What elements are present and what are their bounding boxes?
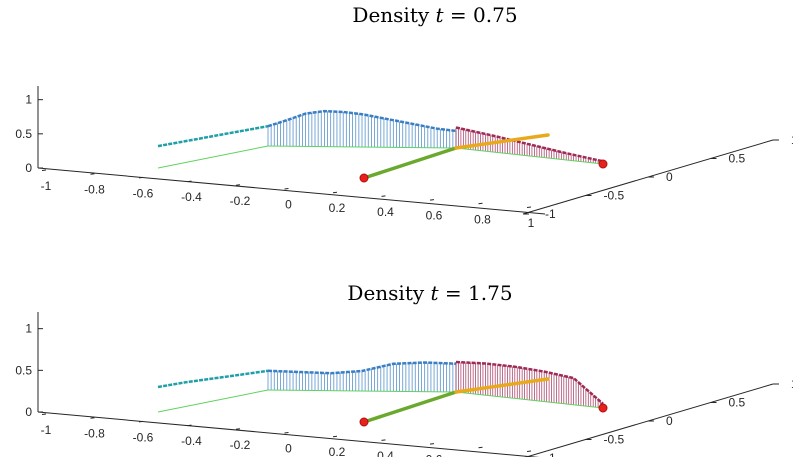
endpoint-marker — [598, 403, 608, 413]
chart-title: Density t = 0.75 — [352, 3, 517, 27]
title-prefix: Density — [352, 3, 435, 27]
green-edge — [362, 146, 458, 180]
y-tick-label: 1 — [791, 133, 793, 147]
density-curve — [267, 109, 457, 133]
y-tick-label: 0.5 — [729, 396, 746, 410]
x-tick-mark — [187, 424, 192, 427]
title-value: = 1.75 — [439, 281, 513, 305]
yellow-edge — [454, 133, 550, 150]
chart-2: Density t = 1.75 -1 -0.8 -0.6 -0.4 -0.2 0 0.2 0.… — [15, 281, 793, 457]
title-variable: t — [436, 3, 445, 27]
x-tick-label: -0.2 — [230, 194, 251, 208]
endpoint-marker — [359, 417, 369, 427]
edge-baseline — [157, 145, 269, 169]
x-tick-label: 0.2 — [329, 445, 346, 457]
edge-baseline — [157, 389, 269, 413]
y-tick-label: 0.5 — [729, 152, 746, 166]
x-axis-line — [37, 167, 546, 215]
x-tick-mark — [429, 199, 435, 201]
z-tick-label: 1 — [25, 322, 32, 336]
x-axis-line — [37, 411, 540, 457]
edge-baseline — [267, 389, 457, 393]
x-tick-label: 0.4 — [377, 449, 394, 457]
x-tick-label: -0.6 — [133, 186, 154, 200]
x-tick-label: -1 — [41, 423, 52, 437]
x-tick-label: 0 — [285, 198, 292, 212]
z-tick-label: 0 — [25, 161, 32, 175]
x-tick-mark — [235, 184, 241, 186]
y-tick-label: -1 — [545, 207, 556, 221]
x-tick-label: 0.4 — [377, 205, 394, 219]
x-tick-label: -1 — [41, 179, 52, 193]
title-prefix: Density — [347, 281, 430, 305]
x-tick-label: -0.2 — [230, 438, 251, 452]
green-edge — [362, 390, 458, 424]
z-tick-label: 0.5 — [15, 363, 32, 377]
y-tick-label: -0.5 — [604, 189, 625, 203]
endpoint-marker — [359, 173, 369, 183]
x-tick-mark — [41, 413, 47, 415]
x-tick-label: -0.4 — [181, 434, 202, 448]
x-tick-mark — [187, 180, 192, 183]
x-tick-mark — [429, 443, 435, 445]
x-tick-label: 0.6 — [426, 209, 443, 223]
yellow-edge — [454, 377, 550, 394]
chart-1: Density t = 0.75 -1 -0.8 -0.6 -0.4 -0.2 0 0.2 0.… — [15, 3, 793, 230]
x-tick-mark — [235, 428, 241, 430]
x-tick-mark — [478, 202, 483, 205]
x-tick-mark — [381, 439, 386, 441]
x-tick-mark — [284, 432, 289, 434]
z-tick-label: 0 — [25, 405, 32, 419]
x-tick-mark — [90, 173, 95, 175]
x-tick-mark — [332, 191, 338, 194]
x-tick-mark — [381, 195, 386, 197]
x-tick-mark — [284, 188, 289, 190]
x-tick-mark — [90, 417, 95, 419]
z-tick-label: 0.5 — [15, 127, 32, 141]
x-tick-label: 1 — [528, 216, 535, 230]
endpoint-marker — [598, 159, 608, 169]
x-tick-label: 0.8 — [474, 212, 491, 226]
edge-baseline — [455, 147, 604, 165]
x-tick-mark — [332, 435, 338, 438]
title-value: = 0.75 — [444, 3, 518, 27]
x-tick-label: 0.6 — [426, 453, 443, 457]
title-variable: t — [431, 281, 440, 305]
density-curve — [455, 126, 604, 163]
x-tick-mark — [41, 169, 47, 171]
density-curve — [157, 124, 269, 148]
density-curve — [267, 361, 457, 375]
x-tick-mark — [478, 446, 483, 449]
y-tick-label: 0 — [666, 170, 673, 184]
x-tick-label: -0.4 — [181, 190, 202, 204]
edge-baseline — [267, 145, 457, 149]
x-tick-label: -0.6 — [133, 430, 154, 444]
x-tick-mark — [138, 176, 144, 179]
x-tick-mark — [526, 206, 532, 208]
y-tick-label: -1 — [545, 451, 556, 457]
density-curve — [157, 369, 269, 389]
x-tick-mark — [526, 450, 532, 452]
z-tick-label: 1 — [25, 93, 32, 107]
x-tick-label: -0.8 — [84, 183, 105, 197]
edge-baseline — [455, 391, 604, 409]
y-tick-label: 0 — [666, 414, 673, 428]
chart-title: Density t = 1.75 — [347, 281, 512, 305]
x-tick-mark — [138, 420, 144, 423]
y-tick-label: 1 — [791, 377, 793, 391]
density-curve — [455, 360, 604, 405]
x-tick-label: -0.8 — [84, 427, 105, 441]
x-tick-label: 0.2 — [329, 201, 346, 215]
y-tick-label: -0.5 — [604, 433, 625, 447]
x-tick-label: 0 — [285, 442, 292, 456]
